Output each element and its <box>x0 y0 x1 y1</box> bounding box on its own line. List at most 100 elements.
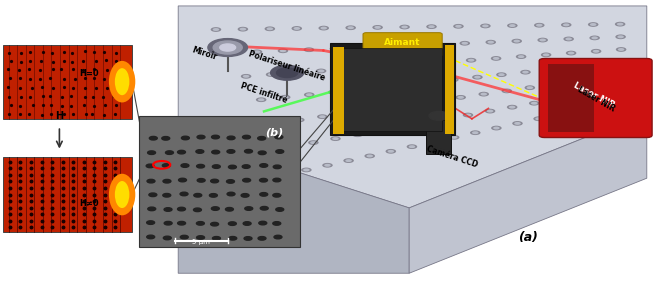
Circle shape <box>556 113 563 116</box>
Circle shape <box>342 112 348 115</box>
Circle shape <box>507 105 517 110</box>
Circle shape <box>253 50 260 53</box>
Circle shape <box>197 135 205 139</box>
Circle shape <box>376 85 387 90</box>
Circle shape <box>520 70 531 75</box>
Circle shape <box>383 45 390 48</box>
Circle shape <box>539 39 546 42</box>
Circle shape <box>617 23 624 26</box>
Circle shape <box>441 60 451 64</box>
Circle shape <box>461 42 468 45</box>
Circle shape <box>266 72 277 77</box>
Text: Caméra CCD: Caméra CCD <box>426 145 478 170</box>
Circle shape <box>265 26 275 31</box>
Circle shape <box>292 26 302 31</box>
Circle shape <box>259 178 267 182</box>
Circle shape <box>554 112 565 116</box>
Circle shape <box>474 76 480 79</box>
Circle shape <box>450 78 457 81</box>
Circle shape <box>294 27 300 30</box>
Circle shape <box>426 81 433 84</box>
Circle shape <box>488 41 494 44</box>
Circle shape <box>424 80 435 85</box>
Circle shape <box>455 95 466 100</box>
Circle shape <box>273 222 280 225</box>
Circle shape <box>243 222 251 225</box>
Polygon shape <box>409 113 647 273</box>
Circle shape <box>280 49 286 52</box>
Circle shape <box>194 193 202 197</box>
Polygon shape <box>178 6 647 208</box>
Circle shape <box>271 65 304 80</box>
Circle shape <box>241 74 251 79</box>
Circle shape <box>543 53 549 56</box>
Circle shape <box>551 97 562 102</box>
Circle shape <box>593 50 599 53</box>
Circle shape <box>303 168 310 171</box>
Circle shape <box>546 68 553 71</box>
Circle shape <box>428 25 435 28</box>
Circle shape <box>597 102 607 107</box>
Circle shape <box>366 154 373 157</box>
Circle shape <box>273 194 280 197</box>
Circle shape <box>529 101 539 106</box>
Circle shape <box>318 69 325 72</box>
Text: H=0: H=0 <box>79 69 99 78</box>
Circle shape <box>258 151 266 155</box>
Circle shape <box>226 50 236 55</box>
Circle shape <box>616 60 627 64</box>
Circle shape <box>242 165 250 168</box>
Circle shape <box>147 179 155 183</box>
Circle shape <box>197 236 205 239</box>
Circle shape <box>408 43 418 48</box>
Circle shape <box>509 106 515 109</box>
Circle shape <box>504 89 510 92</box>
Circle shape <box>566 37 572 40</box>
Text: Laser NIR: Laser NIR <box>576 85 616 113</box>
Circle shape <box>271 121 282 126</box>
Circle shape <box>491 56 502 61</box>
Circle shape <box>345 159 352 162</box>
Circle shape <box>374 128 385 133</box>
Circle shape <box>149 193 157 197</box>
Circle shape <box>331 47 338 50</box>
Circle shape <box>516 54 527 59</box>
Circle shape <box>491 126 502 130</box>
Circle shape <box>457 96 464 99</box>
Circle shape <box>181 164 189 167</box>
Circle shape <box>615 22 626 26</box>
Circle shape <box>304 92 315 97</box>
Circle shape <box>148 151 156 154</box>
Circle shape <box>163 236 171 240</box>
Circle shape <box>343 158 354 163</box>
Circle shape <box>245 149 253 153</box>
Circle shape <box>399 25 410 29</box>
Circle shape <box>400 82 411 87</box>
Circle shape <box>273 165 281 169</box>
Bar <box>333 47 344 134</box>
Circle shape <box>568 65 579 69</box>
Circle shape <box>196 150 204 153</box>
Circle shape <box>616 47 626 52</box>
Circle shape <box>441 117 451 121</box>
Circle shape <box>310 141 317 144</box>
Circle shape <box>178 150 185 154</box>
Circle shape <box>319 26 329 31</box>
Bar <box>340 48 442 131</box>
Text: Aimant: Aimant <box>384 38 421 47</box>
Circle shape <box>227 136 235 140</box>
Circle shape <box>243 75 249 78</box>
Circle shape <box>573 93 583 98</box>
Circle shape <box>164 208 172 211</box>
Circle shape <box>487 110 494 113</box>
Circle shape <box>455 25 462 28</box>
Circle shape <box>352 132 363 137</box>
Circle shape <box>296 119 302 121</box>
Circle shape <box>163 179 171 183</box>
Text: PCE infiltré: PCE infiltré <box>240 81 288 105</box>
Circle shape <box>256 97 267 102</box>
Circle shape <box>472 131 478 134</box>
Circle shape <box>273 178 281 182</box>
Circle shape <box>485 109 496 113</box>
Circle shape <box>478 92 489 97</box>
